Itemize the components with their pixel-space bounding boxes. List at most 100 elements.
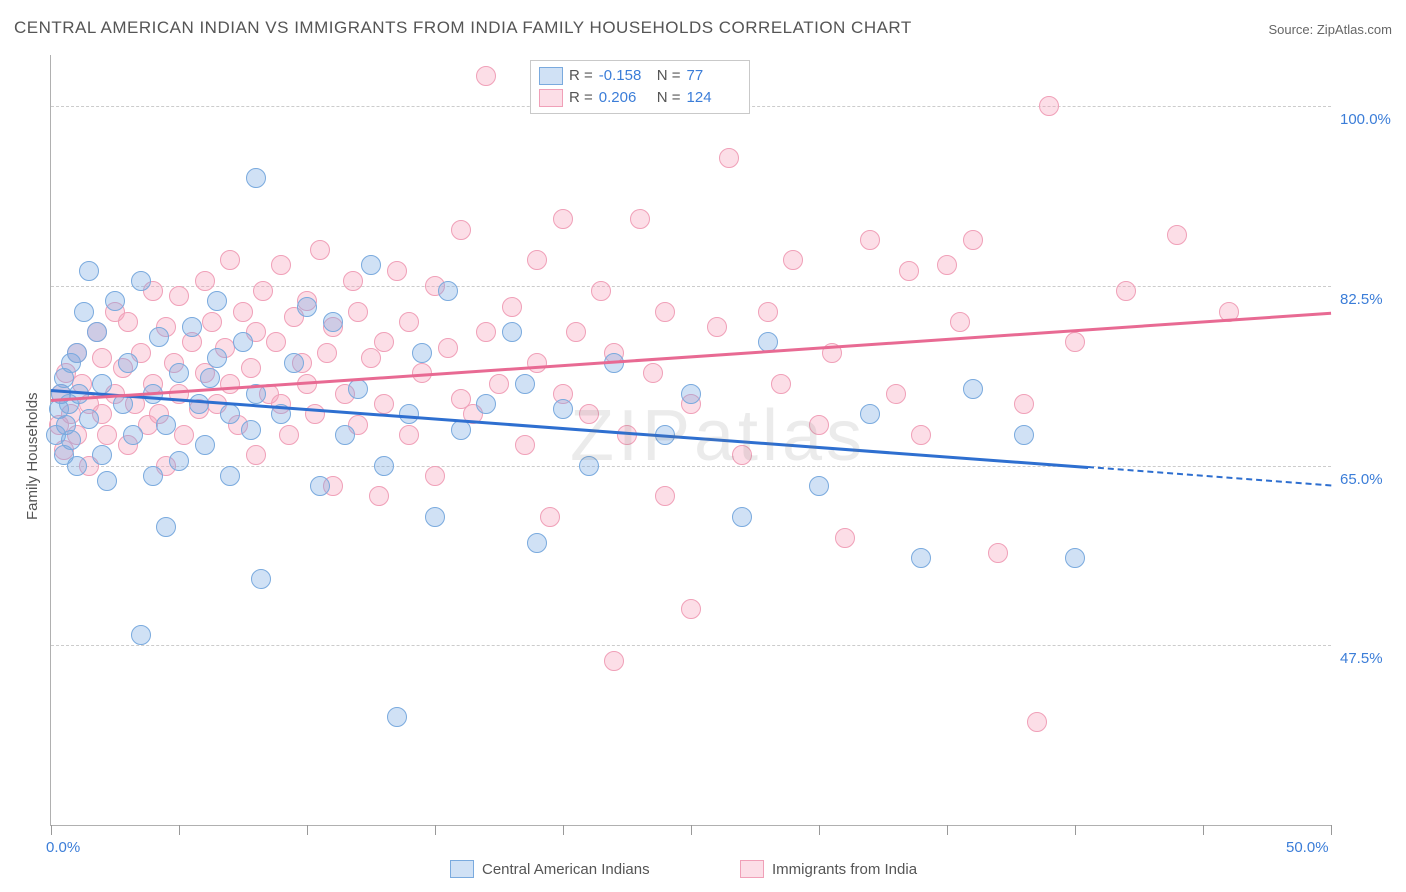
scatter-point: [1039, 96, 1059, 116]
legend-r-label: R =: [569, 65, 593, 87]
scatter-point: [655, 302, 675, 322]
scatter-point: [515, 374, 535, 394]
scatter-point: [579, 404, 599, 424]
scatter-point: [540, 507, 560, 527]
scatter-point: [374, 332, 394, 352]
scatter-point: [963, 379, 983, 399]
scatter-point: [527, 533, 547, 553]
x-tick: [307, 825, 308, 835]
gridline: [51, 466, 1331, 467]
scatter-point: [502, 297, 522, 317]
scatter-point: [553, 399, 573, 419]
scatter-point: [79, 409, 99, 429]
y-axis-label: Family Households: [24, 392, 41, 520]
scatter-point: [143, 466, 163, 486]
scatter-point: [241, 420, 261, 440]
scatter-point: [988, 543, 1008, 563]
scatter-point: [399, 425, 419, 445]
scatter-point: [220, 404, 240, 424]
chart-title: CENTRAL AMERICAN INDIAN VS IMMIGRANTS FR…: [14, 18, 912, 38]
scatter-point: [118, 312, 138, 332]
scatter-point: [92, 348, 112, 368]
scatter-point: [310, 476, 330, 496]
x-tick: [947, 825, 948, 835]
scatter-point: [123, 425, 143, 445]
x-tick: [1203, 825, 1204, 835]
scatter-point: [74, 302, 94, 322]
scatter-point: [527, 250, 547, 270]
x-tick: [819, 825, 820, 835]
scatter-point: [241, 358, 261, 378]
scatter-point: [963, 230, 983, 250]
y-tick-label: 65.0%: [1340, 471, 1383, 488]
scatter-point: [266, 332, 286, 352]
legend-r-value: -0.158: [599, 65, 651, 87]
scatter-point: [61, 430, 81, 450]
scatter-point: [719, 148, 739, 168]
series-legend-pink: Immigrants from India: [740, 860, 917, 878]
scatter-point: [451, 220, 471, 240]
scatter-point: [297, 297, 317, 317]
scatter-point: [369, 486, 389, 506]
legend-swatch: [539, 67, 563, 85]
scatter-point: [950, 312, 970, 332]
scatter-point: [87, 322, 107, 342]
correlation-legend: R =-0.158N =77R =0.206N =124: [530, 60, 750, 114]
scatter-point: [284, 353, 304, 373]
scatter-point: [279, 425, 299, 445]
scatter-point: [502, 322, 522, 342]
scatter-point: [732, 507, 752, 527]
source-attribution: Source: ZipAtlas.com: [1268, 22, 1392, 37]
legend-n-value: 124: [687, 87, 739, 109]
scatter-point: [207, 348, 227, 368]
scatter-point: [156, 517, 176, 537]
x-tick: [1331, 825, 1332, 835]
scatter-point: [553, 209, 573, 229]
scatter-point: [246, 445, 266, 465]
scatter-point: [860, 230, 880, 250]
scatter-point: [118, 353, 138, 373]
gridline: [51, 286, 1331, 287]
y-tick-label: 82.5%: [1340, 291, 1383, 308]
scatter-point: [195, 435, 215, 455]
scatter-point: [361, 255, 381, 275]
scatter-point: [387, 261, 407, 281]
scatter-point: [271, 255, 291, 275]
scatter-point: [425, 466, 445, 486]
scatter-point: [220, 374, 240, 394]
legend-swatch: [740, 860, 764, 878]
scatter-point: [310, 240, 330, 260]
scatter-point: [374, 456, 394, 476]
x-tick-label: 50.0%: [1286, 839, 1329, 856]
series-name: Central American Indians: [482, 861, 650, 878]
scatter-point: [92, 374, 112, 394]
scatter-point: [156, 415, 176, 435]
scatter-point: [174, 425, 194, 445]
x-tick: [691, 825, 692, 835]
legend-r-label: R =: [569, 87, 593, 109]
scatter-point: [732, 445, 752, 465]
series-legend-blue: Central American Indians: [450, 860, 650, 878]
scatter-point: [515, 435, 535, 455]
x-tick: [1075, 825, 1076, 835]
scatter-point: [860, 404, 880, 424]
scatter-point: [200, 368, 220, 388]
trend-line-projection: [1088, 466, 1331, 486]
scatter-point: [681, 599, 701, 619]
scatter-point: [476, 394, 496, 414]
scatter-point: [707, 317, 727, 337]
scatter-point: [92, 445, 112, 465]
scatter-point: [809, 415, 829, 435]
scatter-point: [323, 312, 343, 332]
scatter-point: [937, 255, 957, 275]
scatter-point: [131, 625, 151, 645]
scatter-point: [348, 302, 368, 322]
scatter-point: [207, 291, 227, 311]
scatter-point: [783, 250, 803, 270]
scatter-point: [771, 374, 791, 394]
x-tick: [179, 825, 180, 835]
scatter-point: [1167, 225, 1187, 245]
legend-swatch: [450, 860, 474, 878]
x-tick-label: 0.0%: [46, 839, 80, 856]
legend-swatch: [539, 89, 563, 107]
